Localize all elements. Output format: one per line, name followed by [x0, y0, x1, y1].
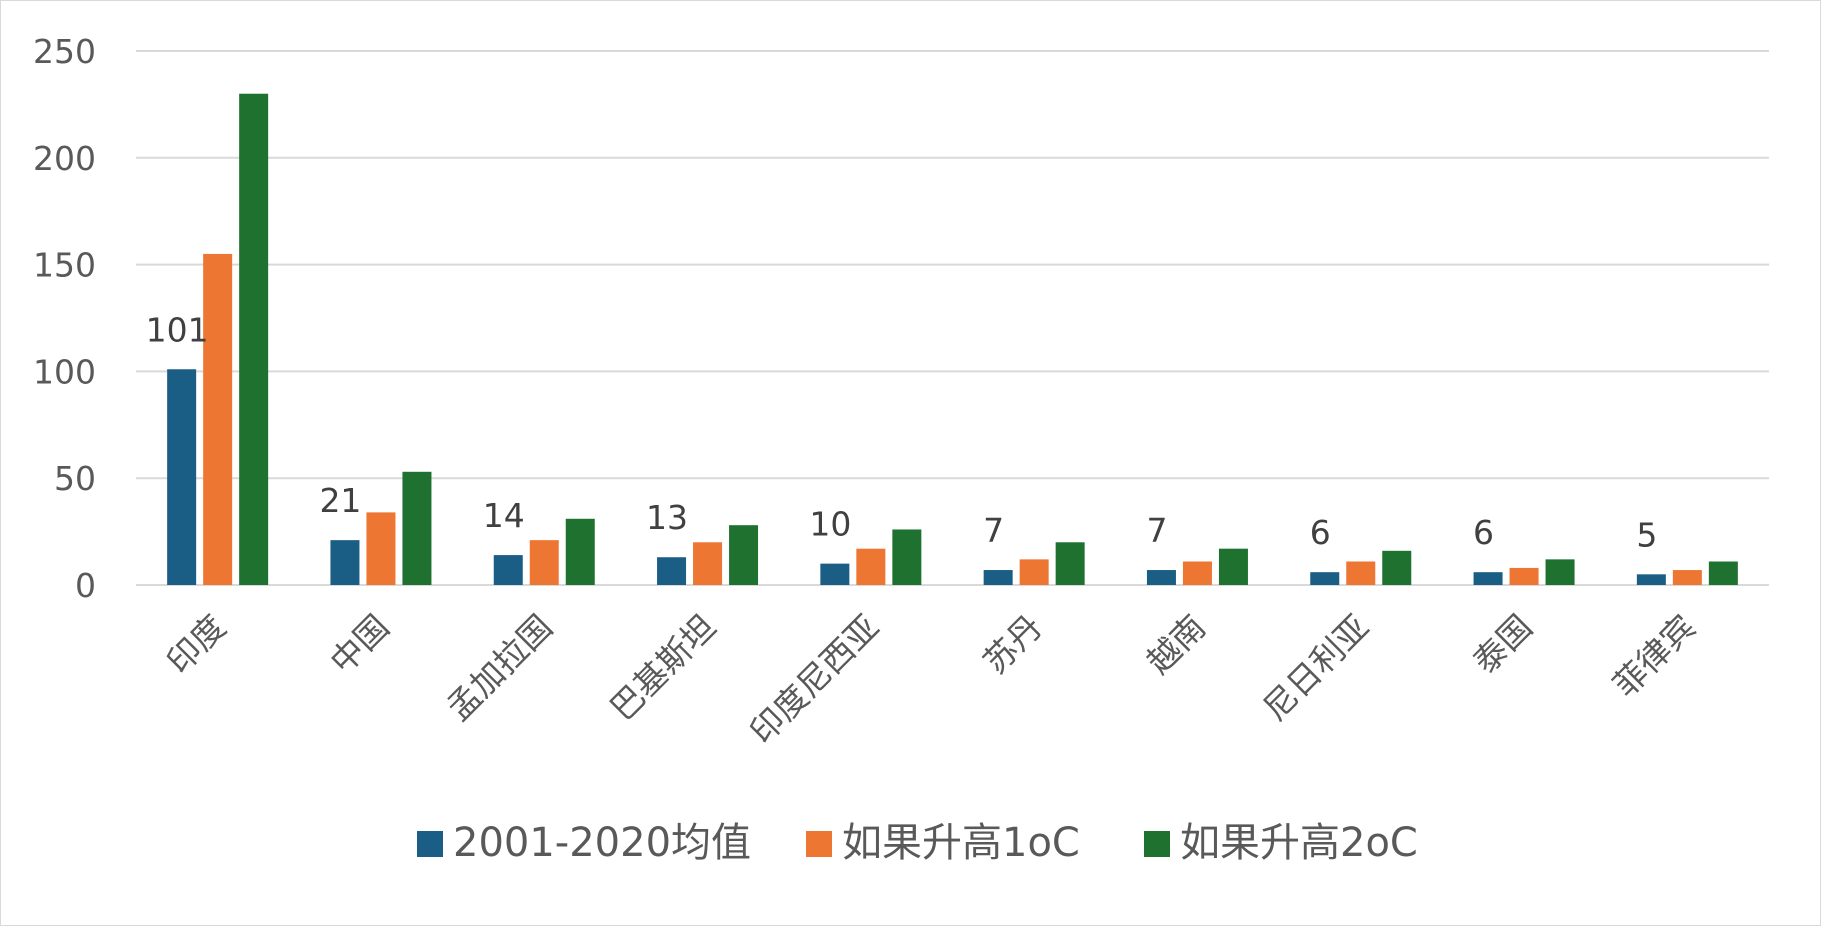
x-category-label: 中国 [322, 607, 396, 681]
data-label: 7 [983, 511, 1004, 550]
bar-series-0-3 [657, 557, 687, 585]
data-labels: 101 21 14 13 10 7 7 6 6 5 [146, 310, 1658, 554]
y-tick-label: 250 [33, 32, 96, 71]
data-label: 13 [646, 498, 688, 537]
bar-series-0-2 [493, 555, 523, 585]
x-category-label: 尼日利亚 [1255, 607, 1376, 728]
x-category-label: 巴基斯坦 [602, 607, 723, 728]
bar-series-2-2 [565, 518, 595, 585]
bar-series-1-3 [693, 542, 723, 585]
x-category-label: 菲律宾 [1605, 607, 1703, 705]
legend-label: 2001-2020均值 [453, 820, 751, 866]
bar-series-2-6 [1218, 548, 1248, 585]
x-category-label: 苏丹 [976, 607, 1050, 681]
x-category-label: 印度 [159, 607, 233, 681]
data-label: 6 [1473, 513, 1494, 552]
bar-series-1-9 [1672, 570, 1702, 585]
data-label: 10 [809, 505, 851, 544]
legend-swatch [417, 831, 443, 857]
bars [167, 93, 1738, 586]
data-label: 5 [1636, 515, 1657, 554]
x-category-label: 泰国 [1465, 607, 1539, 681]
data-label: 6 [1310, 513, 1331, 552]
bar-series-1-8 [1509, 567, 1539, 585]
data-label: 14 [483, 496, 525, 535]
bar-series-1-2 [529, 540, 559, 585]
y-tick-label: 150 [33, 246, 96, 285]
x-category-label: 越南 [1139, 607, 1213, 681]
legend-swatch [1144, 831, 1170, 857]
bar-series-0-0 [167, 369, 197, 585]
bar-series-2-3 [729, 525, 759, 585]
bar-series-2-5 [1055, 542, 1085, 585]
y-tick-label: 200 [33, 139, 96, 178]
x-axis-category-labels: 印度 中国 孟加拉国 巴基斯坦 印度尼西亚 苏丹 越南 尼日利亚 泰国 菲律宾 [159, 607, 1703, 751]
bar-series-2-1 [402, 471, 432, 585]
bar-series-2-0 [239, 93, 269, 585]
bar-series-2-7 [1382, 550, 1412, 585]
x-category-label: 孟加拉国 [439, 607, 560, 728]
bar-series-0-9 [1636, 574, 1666, 585]
x-category-label: 印度尼西亚 [742, 607, 886, 751]
y-axis-tick-labels: 0 50 100 150 200 250 [33, 32, 96, 605]
bar-series-0-8 [1473, 572, 1503, 585]
data-label: 21 [319, 481, 361, 520]
y-tick-label: 50 [54, 459, 96, 498]
bar-series-0-1 [330, 540, 360, 585]
y-tick-label: 0 [75, 566, 96, 605]
bar-series-0-5 [983, 570, 1013, 585]
bar-series-0-4 [820, 563, 850, 585]
y-tick-label: 100 [33, 352, 96, 391]
data-label: 7 [1146, 511, 1167, 550]
legend-label: 如果升高1oC [842, 820, 1080, 866]
bar-series-2-9 [1708, 561, 1738, 585]
bar-series-1-4 [856, 548, 886, 585]
bar-series-2-8 [1545, 559, 1575, 585]
bar-series-0-6 [1146, 570, 1176, 585]
legend-label: 如果升高2oC [1180, 820, 1418, 866]
bar-series-1-7 [1346, 561, 1376, 585]
legend-swatch [806, 831, 832, 857]
bar-series-1-6 [1182, 561, 1212, 585]
data-label: 101 [146, 310, 209, 349]
bar-series-1-5 [1019, 559, 1049, 585]
legend: 2001-2020均值 如果升高1oC 如果升高2oC [417, 820, 1418, 866]
bar-series-1-0 [203, 253, 233, 586]
gridlines [136, 50, 1769, 586]
bar-series-0-7 [1310, 572, 1340, 585]
bar-series-2-4 [892, 529, 922, 585]
bar-series-1-1 [366, 512, 396, 585]
